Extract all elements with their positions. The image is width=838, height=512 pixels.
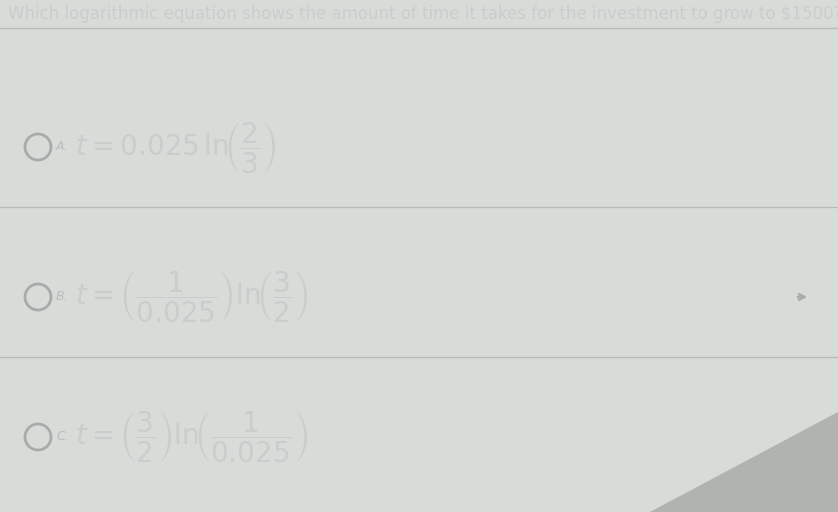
Polygon shape — [650, 412, 838, 512]
Text: $t = \left(\dfrac{1}{0.025}\right)\mathrm{ln}\!\left(\dfrac{3}{2}\right)$: $t = \left(\dfrac{1}{0.025}\right)\mathr… — [75, 269, 308, 325]
Text: B.: B. — [56, 290, 69, 303]
Text: A.: A. — [56, 140, 69, 153]
Bar — [0, 0, 838, 28]
Text: C.: C. — [56, 430, 69, 443]
Text: Which logarithmic equation shows the amount of time it takes for the investment : Which logarithmic equation shows the amo… — [8, 5, 838, 23]
Text: $t = 0.025\,\mathrm{ln}\!\left(\dfrac{2}{3}\right)$: $t = 0.025\,\mathrm{ln}\!\left(\dfrac{2}… — [75, 119, 277, 175]
Text: $t = \left(\dfrac{3}{2}\right)\mathrm{ln}\!\left(\dfrac{1}{0.025}\right)$: $t = \left(\dfrac{3}{2}\right)\mathrm{ln… — [75, 410, 308, 464]
